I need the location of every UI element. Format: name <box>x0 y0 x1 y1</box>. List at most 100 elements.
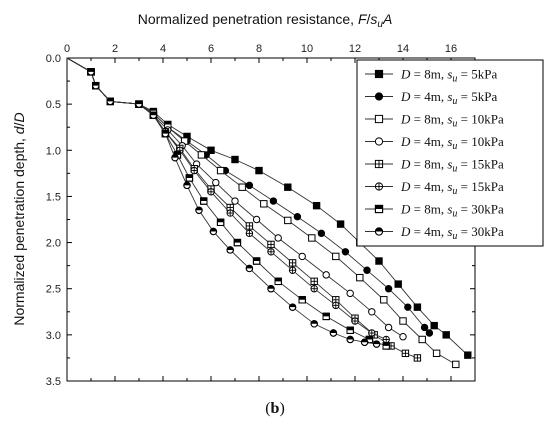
data-point <box>245 181 254 190</box>
data-point <box>207 146 215 154</box>
y-tick-label: 0.5 <box>46 99 61 111</box>
legend-label: D = 8m, su = 30kPa <box>400 202 504 220</box>
y-axis-title: Normalized penetration depth, d/D <box>11 112 27 325</box>
legend-marker <box>374 69 384 79</box>
data-point <box>293 213 302 221</box>
data-point <box>255 166 263 175</box>
data-point <box>336 220 345 228</box>
data-point <box>252 215 261 224</box>
data-point <box>106 97 114 106</box>
data-point <box>274 234 282 242</box>
data-point <box>267 248 275 256</box>
data-point <box>452 360 460 369</box>
data-point <box>267 240 275 249</box>
data-point <box>209 227 218 236</box>
data-point <box>413 354 422 362</box>
data-point <box>399 317 407 325</box>
data-point <box>149 111 158 119</box>
y-tick-label: 3.0 <box>46 330 61 342</box>
data-point <box>245 264 254 273</box>
data-point <box>346 326 354 334</box>
data-point <box>317 229 326 238</box>
data-point <box>372 340 381 348</box>
data-point <box>171 153 179 162</box>
x-axis-title: Normalized penetration resistance, F/suA <box>138 11 393 30</box>
data-point <box>363 266 371 274</box>
data-point <box>329 329 338 337</box>
x-tick-label: 2 <box>112 43 118 55</box>
y-tick-label: 1.5 <box>46 191 61 203</box>
data-point <box>195 206 203 214</box>
data-point <box>332 252 340 261</box>
data-point <box>464 351 472 359</box>
legend-entry: D = 8m, su = 30kPa <box>365 202 504 220</box>
data-point <box>380 296 388 304</box>
data-point <box>87 68 95 76</box>
data-point <box>346 335 354 344</box>
data-point <box>267 285 275 293</box>
data-point <box>298 296 306 304</box>
data-point <box>260 200 268 208</box>
data-point <box>346 289 354 298</box>
legend-marker <box>374 137 384 146</box>
legend-label: D = 4m, su = 10kPa <box>400 134 504 152</box>
data-point <box>245 229 254 238</box>
figure-caption: (b) <box>265 400 285 417</box>
data-point <box>368 308 376 316</box>
data-point <box>190 166 198 175</box>
legend-label: D = 4m, su = 5kPa <box>400 89 497 107</box>
data-point <box>135 100 143 108</box>
legend-marker <box>374 227 384 236</box>
y-tick-label: 0.0 <box>46 53 61 65</box>
y-tick-label: 2.0 <box>46 238 61 250</box>
legend-entry: D = 4m, su = 15kPa <box>365 179 504 197</box>
y-tick-label: 2.5 <box>46 284 61 296</box>
data-point <box>216 166 225 175</box>
data-point <box>200 197 208 205</box>
data-point <box>375 257 383 265</box>
data-point <box>308 234 316 242</box>
data-point <box>442 331 450 339</box>
data-point <box>92 81 100 90</box>
plot-area: 0 2 4 6 8 10 12 14 16 0.0 0.5 1.0 1.5 2.0 2.5 3.0 3.5 <box>46 43 476 388</box>
data-point <box>312 201 321 210</box>
data-point <box>394 280 402 288</box>
data-point <box>413 303 422 311</box>
legend-label: D = 8m, su = 5kPa <box>400 67 497 85</box>
data-point <box>197 151 206 159</box>
data-point <box>212 178 220 187</box>
data-point <box>382 335 390 344</box>
data-point <box>231 155 239 164</box>
data-point <box>238 183 246 191</box>
y-tick-label: 1.0 <box>46 145 61 157</box>
data-point <box>161 129 170 138</box>
legend-label: D = 4m, su = 30kPa <box>400 224 504 242</box>
legend: D = 8m, su = 5kPa D = 4m, su = 5kPa D = 8m… <box>356 59 544 247</box>
data-point <box>288 259 297 267</box>
x-tick-label: 10 <box>301 43 313 55</box>
data-point <box>284 216 292 225</box>
legend-entry: D = 4m, su = 5kPa <box>365 89 497 107</box>
data-point <box>430 321 438 330</box>
data-point <box>216 218 225 226</box>
x-tick-label: 12 <box>349 43 361 55</box>
x-tick-label: 16 <box>445 43 457 55</box>
data-point <box>207 188 215 196</box>
data-point <box>310 320 318 328</box>
data-point <box>288 303 297 311</box>
x-tick-label: 14 <box>397 43 409 55</box>
x-tick-label: 6 <box>208 43 214 55</box>
legend-label: D = 8m, su = 10kPa <box>400 112 504 130</box>
data-point <box>233 238 242 247</box>
data-point <box>360 338 369 346</box>
data-point <box>351 317 359 325</box>
penetration-chart: Normalized penetration resistance, F/suA… <box>11 11 544 388</box>
data-point <box>288 266 297 274</box>
data-point <box>341 248 350 256</box>
legend-entry: D = 4m, su = 10kPa <box>365 134 504 152</box>
data-point <box>284 183 292 191</box>
series-8 <box>66 57 381 348</box>
y-tick-label: 3.5 <box>46 376 61 388</box>
data-point <box>418 335 426 344</box>
x-tick-label: 8 <box>256 43 262 55</box>
